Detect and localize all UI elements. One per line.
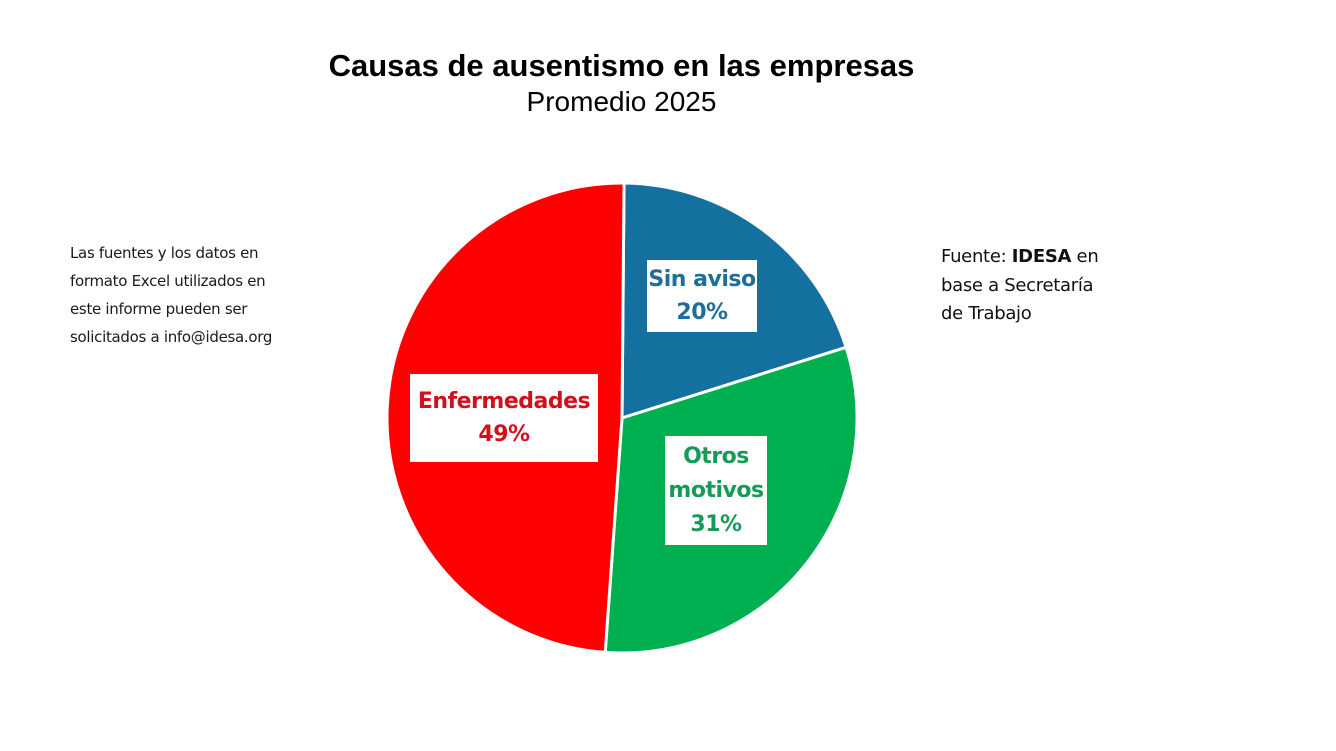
label-value: 49% [478,422,530,447]
chart-title: Causas de ausentismo en las empresas [328,48,915,83]
source-line-3: de Trabajo [941,303,1032,324]
source-prefix: Fuente: [941,246,1012,267]
note-line: Las fuentes y los datos en [70,244,259,262]
label-name: Otros [683,443,749,469]
note-line: solicitados a info@idesa.org [70,328,273,346]
slice-label-enfermedades: Enfermedades 49% [410,374,598,462]
label-name: Enfermedades [417,389,591,414]
label-value: 31% [690,511,742,537]
label-name: Sin aviso [648,267,756,292]
note-line: este informe pueden ser [70,300,248,318]
source-line-2: base a Secretaría [941,274,1094,296]
data-availability-note: Las fuentes y los datos en formato Excel… [70,239,330,351]
label-value: 20% [676,300,728,325]
slice-label-otros-motivos: Otros motivos 31% [665,436,767,545]
source-suffix: en [1071,246,1099,267]
source-note: Fuente: IDESA en base a Secretaría de Tr… [941,243,1161,329]
slice-label-sin-aviso: Sin aviso 20% [647,260,757,332]
note-line: formato Excel utilizados en [70,272,266,290]
source-line-1: Fuente: IDESA en [941,243,1161,272]
chart-subtitle: Promedio 2025 [526,86,717,117]
source-brand: IDESA [1011,246,1072,267]
label-name-2: motivos [668,477,764,503]
